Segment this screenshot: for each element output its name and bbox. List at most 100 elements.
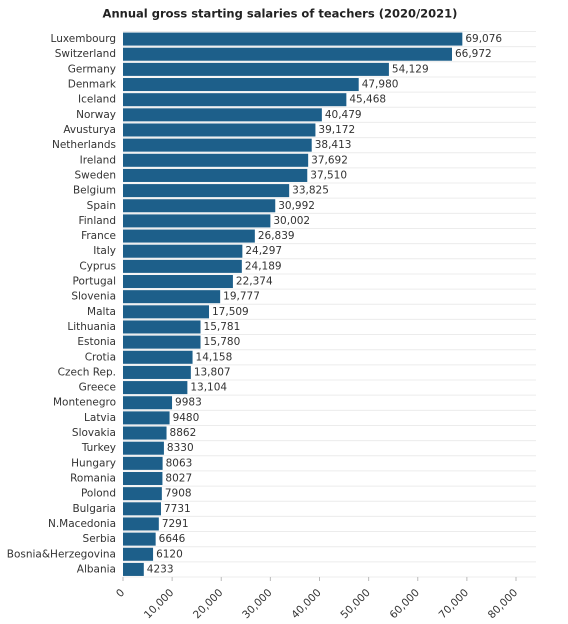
y-tick-label: Spain <box>87 200 116 212</box>
x-tick-label: 70,000 <box>437 587 471 621</box>
y-tick-label: Hungary <box>71 457 116 469</box>
y-tick-label: Malta <box>87 306 116 318</box>
bar <box>123 108 322 122</box>
x-tick-label: 80,000 <box>486 587 520 621</box>
data-label: 30,992 <box>278 200 315 212</box>
data-label: 40,479 <box>325 109 362 121</box>
bar <box>123 396 173 410</box>
data-label: 17,509 <box>212 306 249 318</box>
data-label: 7291 <box>162 518 189 530</box>
bar <box>123 365 191 379</box>
y-tick-label: N.Macedonia <box>48 518 116 530</box>
bar <box>123 290 221 304</box>
y-tick-label: Italy <box>93 245 116 257</box>
y-tick-label: Romania <box>70 473 116 485</box>
y-tick-label: Serbia <box>83 533 116 545</box>
bar <box>123 138 312 152</box>
bar <box>123 471 163 486</box>
data-label: 15,780 <box>204 336 241 348</box>
y-tick-label: Sweden <box>75 169 117 181</box>
bar <box>123 123 316 137</box>
data-label: 8027 <box>165 473 192 485</box>
data-label: 8862 <box>170 427 197 439</box>
data-label: 19,777 <box>223 291 260 303</box>
y-tick-label: Ireland <box>80 154 116 166</box>
y-tick-label: Bosnia&Herzegovina <box>7 548 116 560</box>
x-tick-label: 50,000 <box>338 587 372 621</box>
data-label: 4233 <box>147 563 174 575</box>
bar <box>123 275 233 289</box>
y-tick-label: Latvia <box>84 412 116 424</box>
y-tick-label: Czech Rep. <box>58 366 116 378</box>
data-label: 9480 <box>173 412 200 424</box>
data-label: 8330 <box>167 442 194 454</box>
data-label: 39,172 <box>318 124 355 136</box>
data-label: 47,980 <box>362 79 399 91</box>
bar <box>123 547 154 561</box>
y-tick-label: Turkey <box>81 442 116 454</box>
bar <box>123 456 163 470</box>
x-tick-label: 30,000 <box>240 587 274 621</box>
data-label: 30,002 <box>273 215 310 227</box>
y-tick-label: Portugal <box>73 276 117 288</box>
data-label: 8063 <box>166 457 193 469</box>
x-tick-label: 20,000 <box>191 587 225 621</box>
data-label: 24,297 <box>245 245 282 257</box>
x-tick-label: 60,000 <box>388 587 422 621</box>
data-label: 22,374 <box>236 276 273 288</box>
bar <box>123 532 156 546</box>
x-tick-label: 10,000 <box>142 587 176 621</box>
data-label: 6120 <box>156 548 183 560</box>
bar <box>123 62 389 76</box>
y-tick-label: Bulgaria <box>72 503 116 515</box>
y-tick-label: France <box>81 230 116 242</box>
data-label: 7908 <box>165 488 192 500</box>
bar <box>123 199 276 213</box>
y-tick-label: Germany <box>68 63 116 75</box>
y-tick-label: Albania <box>77 563 116 575</box>
bar <box>123 487 162 501</box>
y-tick-label: Slovenia <box>71 291 116 303</box>
data-label: 14,158 <box>196 351 233 363</box>
bar <box>123 320 201 334</box>
y-tick-label: Cyprus <box>79 260 116 272</box>
data-label: 7731 <box>164 503 191 515</box>
y-tick-label: Denmark <box>68 79 117 91</box>
bar <box>123 153 309 167</box>
data-label: 26,839 <box>258 230 295 242</box>
y-tick-label: Slovakia <box>72 427 116 439</box>
bar <box>123 411 170 425</box>
bar <box>123 441 164 455</box>
data-label: 54,129 <box>392 63 429 75</box>
bar <box>123 305 210 319</box>
data-label: 6646 <box>159 533 186 545</box>
y-tick-label: Crotia <box>85 351 116 363</box>
data-label: 9983 <box>175 397 202 409</box>
y-tick-label: Switzerland <box>55 48 116 60</box>
y-tick-label: Belgium <box>73 185 116 197</box>
bar <box>123 32 463 46</box>
bar <box>123 517 159 531</box>
bar <box>123 184 290 198</box>
bar <box>123 426 167 440</box>
bar <box>123 229 255 243</box>
data-label: 69,076 <box>465 33 502 45</box>
x-tick-label: 40,000 <box>289 587 323 621</box>
bar <box>123 259 242 273</box>
bar <box>123 350 193 364</box>
y-tick-label: Avusturya <box>63 124 116 136</box>
bar <box>123 168 308 182</box>
y-tick-label: Iceland <box>78 94 116 106</box>
data-label: 33,825 <box>292 185 329 197</box>
y-tick-label: Norway <box>76 109 116 121</box>
y-tick-label: Estonia <box>77 336 116 348</box>
bar <box>123 47 452 61</box>
y-tick-label: Netherlands <box>52 139 116 151</box>
bar <box>123 78 359 92</box>
data-label: 13,104 <box>190 382 227 394</box>
data-label: 15,781 <box>204 321 241 333</box>
y-tick-label: Finland <box>78 215 116 227</box>
data-label: 66,972 <box>455 48 492 60</box>
bar <box>123 562 144 576</box>
